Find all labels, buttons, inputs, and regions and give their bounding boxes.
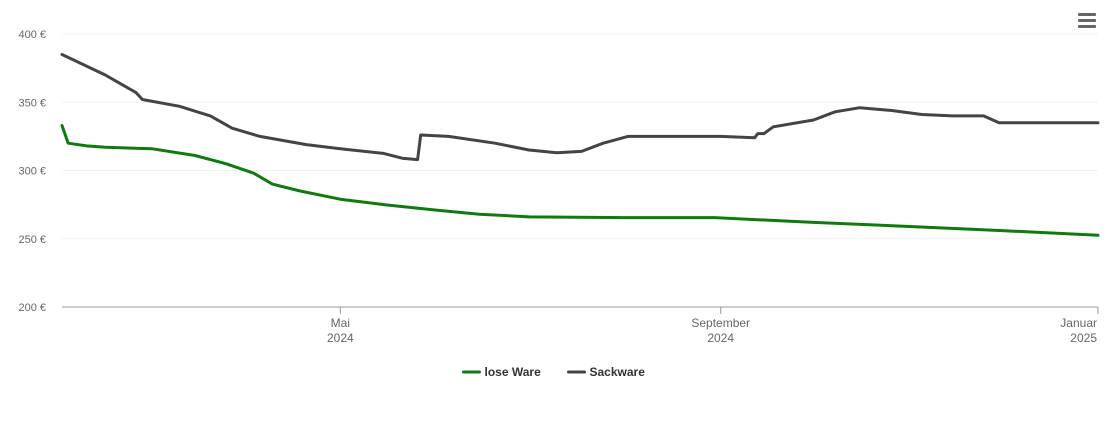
x-tick-label-year: 2024	[327, 331, 354, 345]
legend-label: Sackware	[590, 365, 646, 379]
legend-item[interactable]: lose Ware	[462, 365, 542, 379]
y-tick-label: 400 €	[18, 29, 46, 41]
x-tick-label-year: 2025	[1070, 331, 1097, 345]
y-tick-label: 200 €	[18, 302, 46, 314]
legend-label: lose Ware	[485, 365, 542, 379]
series-line-sackware[interactable]	[60, 53, 1100, 162]
grid-lines	[62, 33, 1098, 240]
legend: lose Ware Sackware	[462, 365, 646, 379]
legend-item[interactable]: Sackware	[567, 365, 646, 379]
x-tick-label: Januar	[1060, 316, 1097, 330]
y-tick-label: 300 €	[18, 166, 46, 178]
y-tick-label: 250 €	[18, 234, 46, 246]
x-tick-label-year: 2024	[707, 331, 734, 345]
x-tick-label: September	[691, 316, 750, 330]
series-lines	[60, 53, 1100, 237]
series-line-lose-ware[interactable]	[60, 124, 1100, 237]
hamburger-menu-icon[interactable]	[1078, 13, 1096, 29]
y-axis-tick-labels: 200 € 250 € 300 € 350 € 400 €	[18, 29, 46, 314]
y-tick-label: 350 €	[18, 97, 46, 109]
x-tick-label: Mai	[331, 316, 350, 330]
